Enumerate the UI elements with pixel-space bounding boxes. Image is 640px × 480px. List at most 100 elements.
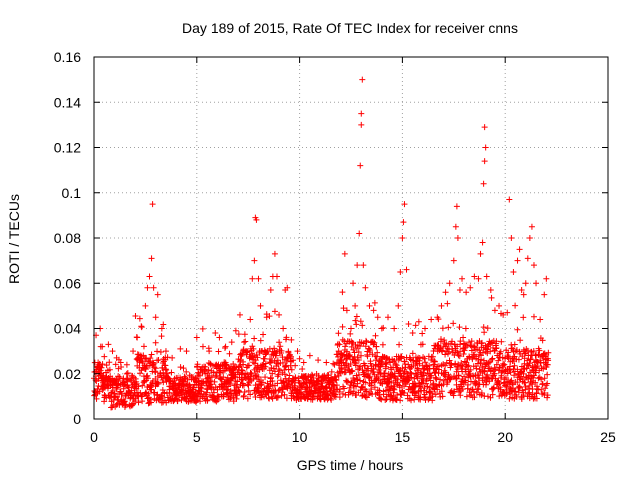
data-point bbox=[325, 372, 332, 379]
data-point bbox=[248, 370, 255, 377]
data-point bbox=[158, 333, 165, 340]
data-point bbox=[502, 374, 509, 381]
data-point bbox=[470, 388, 477, 395]
data-point bbox=[487, 287, 494, 294]
data-point bbox=[357, 162, 364, 169]
data-point bbox=[376, 395, 383, 402]
data-point bbox=[244, 348, 251, 355]
data-point bbox=[199, 325, 206, 332]
data-point bbox=[429, 353, 436, 360]
data-point bbox=[241, 339, 248, 346]
data-point bbox=[460, 350, 467, 357]
data-point bbox=[276, 311, 283, 318]
data-point bbox=[362, 379, 369, 386]
data-point bbox=[440, 343, 447, 350]
data-point bbox=[378, 396, 385, 403]
data-point bbox=[234, 378, 241, 385]
data-point bbox=[434, 386, 441, 393]
data-point bbox=[95, 383, 102, 390]
data-point bbox=[259, 348, 266, 355]
data-point bbox=[296, 355, 303, 362]
data-point bbox=[422, 397, 429, 404]
data-point bbox=[136, 315, 143, 322]
data-point bbox=[431, 358, 438, 365]
data-point bbox=[461, 347, 468, 354]
data-point bbox=[416, 383, 423, 390]
data-point bbox=[215, 348, 222, 355]
data-point bbox=[517, 337, 524, 344]
data-point bbox=[233, 395, 240, 402]
data-point bbox=[210, 369, 217, 376]
data-point bbox=[386, 378, 393, 385]
data-point bbox=[485, 359, 492, 366]
data-point bbox=[375, 373, 382, 380]
data-point bbox=[456, 287, 463, 294]
data-point bbox=[290, 357, 297, 364]
data-point bbox=[516, 383, 523, 390]
data-point bbox=[486, 378, 493, 385]
data-point bbox=[260, 331, 267, 338]
data-point bbox=[154, 291, 161, 298]
data-point bbox=[516, 246, 523, 253]
data-point bbox=[514, 379, 521, 386]
data-point bbox=[394, 376, 401, 383]
data-point bbox=[315, 357, 322, 364]
data-point bbox=[453, 368, 460, 375]
data-point bbox=[522, 280, 529, 287]
data-point bbox=[412, 382, 419, 389]
data-point bbox=[239, 350, 246, 357]
y-tick-label: 0.04 bbox=[54, 321, 81, 337]
data-point bbox=[419, 341, 426, 348]
data-point bbox=[521, 360, 528, 367]
data-point bbox=[109, 348, 116, 355]
data-point bbox=[106, 359, 113, 366]
data-point bbox=[281, 371, 288, 378]
data-point bbox=[488, 294, 495, 301]
data-point bbox=[96, 388, 103, 395]
y-tick-label: 0.16 bbox=[54, 49, 81, 65]
data-point bbox=[545, 357, 552, 364]
data-point bbox=[283, 334, 290, 341]
data-point bbox=[391, 357, 398, 364]
data-point bbox=[164, 354, 171, 361]
data-point bbox=[383, 361, 390, 368]
data-point bbox=[105, 341, 112, 348]
data-point bbox=[372, 332, 379, 339]
data-point bbox=[493, 361, 500, 368]
data-point bbox=[459, 386, 466, 393]
data-point bbox=[381, 370, 388, 377]
data-point bbox=[344, 378, 351, 385]
data-point bbox=[363, 338, 370, 345]
data-point bbox=[197, 372, 204, 379]
data-point bbox=[363, 388, 370, 395]
data-point bbox=[261, 355, 268, 362]
data-point bbox=[391, 325, 398, 332]
data-point bbox=[353, 372, 360, 379]
x-tick-label: 20 bbox=[497, 429, 513, 445]
data-point bbox=[336, 394, 343, 401]
data-point bbox=[422, 359, 429, 366]
axes: 0 5 10 15 20 25 0 0.02 0.04 0.06 0.08 0.1 0.12 0.14 0.… bbox=[54, 49, 616, 445]
data-point bbox=[168, 369, 175, 376]
data-point bbox=[288, 336, 295, 343]
data-point bbox=[240, 392, 247, 399]
data-point bbox=[144, 372, 151, 379]
data-point bbox=[442, 362, 449, 369]
data-point bbox=[358, 121, 365, 128]
data-point bbox=[162, 348, 169, 355]
data-point bbox=[497, 348, 504, 355]
data-point bbox=[377, 362, 384, 369]
data-point bbox=[419, 330, 426, 337]
data-point bbox=[266, 313, 273, 320]
data-point bbox=[144, 395, 151, 402]
data-point bbox=[267, 374, 274, 381]
data-point bbox=[235, 331, 242, 338]
data-point bbox=[533, 383, 540, 390]
data-point bbox=[220, 374, 227, 381]
data-point bbox=[304, 395, 311, 402]
data-point bbox=[416, 354, 423, 361]
data-point bbox=[348, 325, 354, 332]
data-point bbox=[429, 393, 436, 400]
data-point bbox=[473, 365, 480, 372]
data-point bbox=[526, 382, 533, 389]
